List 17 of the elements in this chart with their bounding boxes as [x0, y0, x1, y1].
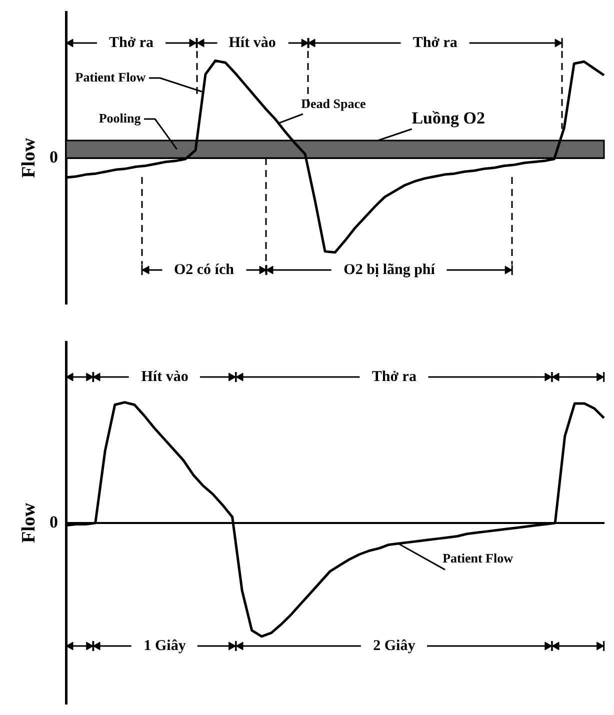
- text: Hít vào: [141, 368, 188, 385]
- text: Thở ra: [108, 35, 154, 52]
- text: 0: [50, 147, 58, 166]
- y-axis-title: Flow: [18, 502, 40, 544]
- text: O2 có ích: [174, 262, 235, 278]
- text: Hít vào: [228, 35, 276, 52]
- text: O2 bị lãng phí: [344, 262, 436, 278]
- text: Thở ra: [372, 368, 417, 385]
- y-axis-title: Flow: [18, 138, 40, 178]
- text: 0: [50, 512, 58, 532]
- text: Thở ra: [412, 35, 458, 52]
- annotation: Patient Flow: [442, 550, 514, 566]
- annotation: Pooling: [98, 110, 142, 126]
- annotation: Patient Flow: [75, 70, 146, 85]
- text: 2 Giây: [373, 638, 416, 654]
- band-label: Luồng O2: [412, 108, 485, 128]
- text: 1 Giây: [144, 638, 186, 654]
